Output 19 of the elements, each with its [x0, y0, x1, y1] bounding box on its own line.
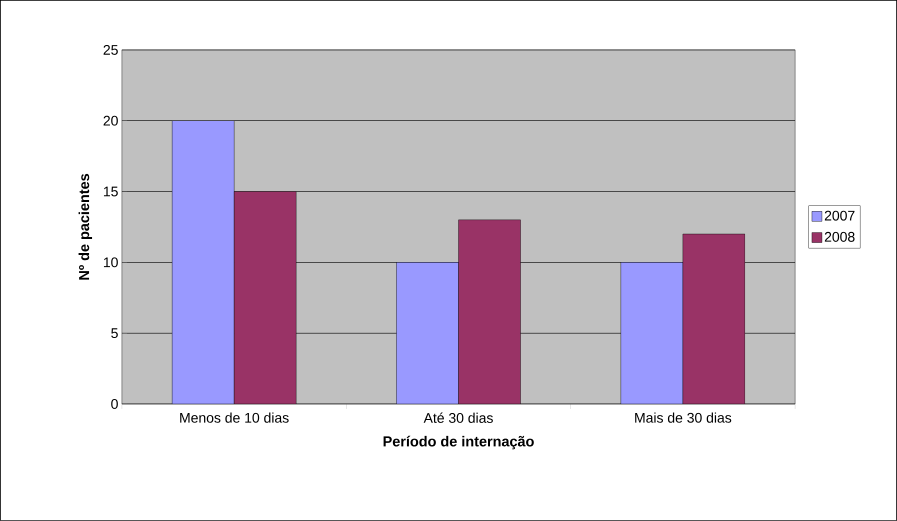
- y-tick-label: 0: [111, 399, 118, 409]
- bar: [172, 120, 234, 404]
- legend-label: 2007: [824, 210, 854, 221]
- y-tick-label: 5: [111, 328, 118, 338]
- x-tick-label: Mais de 30 dias: [635, 412, 732, 423]
- y-tick-label: 10: [104, 257, 118, 268]
- bar: [234, 191, 296, 404]
- bar: [682, 234, 746, 404]
- y-axis-title: Nº de pacientes: [78, 174, 92, 280]
- bar: [396, 262, 459, 404]
- y-tick-label: 20: [104, 116, 118, 126]
- legend-label: 2008: [824, 232, 855, 242]
- y-tick-label: 15: [104, 186, 118, 196]
- x-tick-label: Até 30 dias: [424, 412, 493, 423]
- bar: [620, 262, 684, 404]
- bar: [458, 220, 521, 404]
- x-tick-label: Menos de 10 dias: [180, 412, 289, 423]
- x-axis-title: Período de internação: [384, 436, 534, 450]
- y-tick-label: 25: [104, 44, 118, 55]
